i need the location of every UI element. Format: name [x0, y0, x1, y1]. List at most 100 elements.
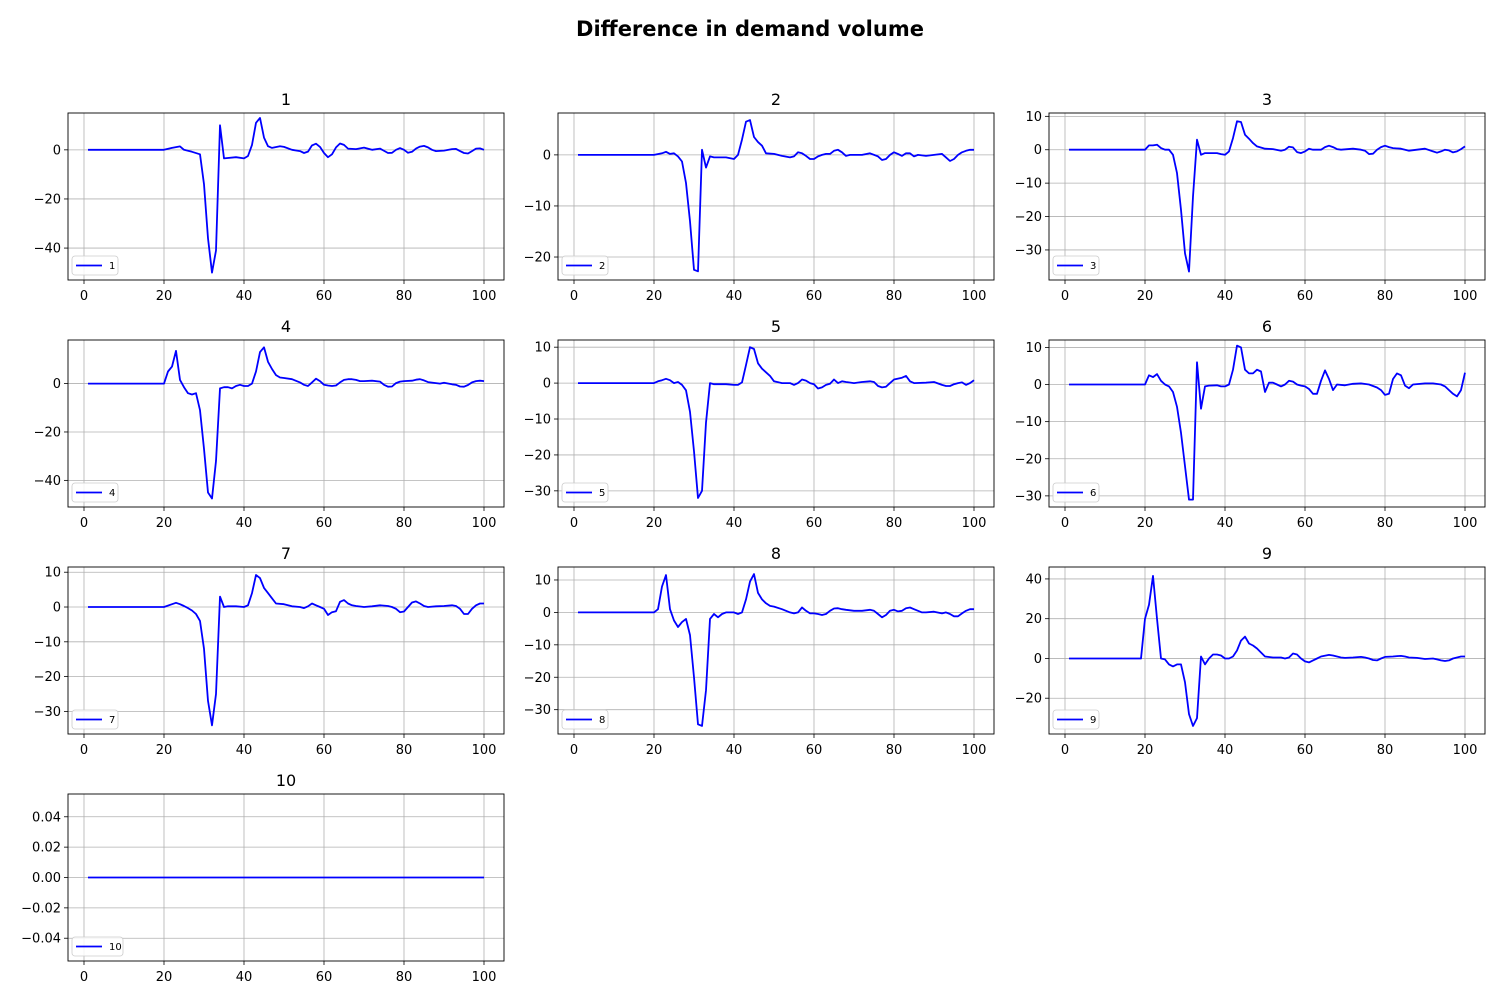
x-tick-label: 80	[396, 516, 413, 531]
x-tick-label: 0	[570, 516, 578, 531]
legend-label: 6	[1090, 488, 1096, 499]
x-tick-label: 80	[396, 743, 413, 758]
legend: 10	[71, 936, 124, 957]
y-tick-label: −20	[34, 670, 61, 685]
axes-frame	[67, 339, 505, 508]
y-tick-label: 10	[1025, 341, 1042, 356]
x-tick-label: 100	[1453, 743, 1478, 758]
legend-label: 3	[1090, 261, 1096, 272]
x-tick-label: 20	[646, 516, 663, 531]
y-tick-label: −20	[524, 251, 551, 266]
legend-label: 1	[109, 261, 115, 272]
x-tick-label: 40	[1217, 516, 1234, 531]
x-tick-label: 60	[316, 289, 333, 304]
y-tick-label: 0	[53, 601, 61, 616]
legend: 3	[1052, 255, 1100, 276]
x-tick-label: 0	[570, 743, 578, 758]
x-tick-label: 0	[80, 970, 88, 985]
subplot-title: 5	[771, 317, 781, 336]
series-line-6	[1069, 344, 1466, 501]
x-tick-label: 100	[1453, 516, 1478, 531]
y-tick-label: −0.04	[21, 932, 61, 947]
legend-label: 2	[599, 261, 605, 272]
y-tick-label: 0	[543, 606, 551, 621]
x-tick-label: 60	[806, 516, 823, 531]
subplot-4: 0 20 40 60 80 100 0 −20 −40 4 4	[34, 317, 505, 531]
legend: 8	[561, 709, 609, 730]
x-tick-label: 100	[472, 970, 497, 985]
x-tick-label: 20	[156, 516, 173, 531]
x-tick-label: 40	[236, 289, 253, 304]
x-tick-label: 80	[886, 516, 903, 531]
y-tick-label: 0	[53, 143, 61, 158]
x-tick-label: 60	[806, 743, 823, 758]
x-tick-label: 80	[1377, 743, 1394, 758]
x-tick-label: 60	[316, 516, 333, 531]
x-tick-label: 40	[1217, 289, 1234, 304]
series-line-3	[1069, 120, 1466, 273]
series-line-9	[1069, 575, 1465, 727]
legend-label: 10	[109, 942, 122, 953]
x-tick-label: 60	[1297, 516, 1314, 531]
series-line-4	[88, 346, 485, 500]
y-tick-label: −20	[34, 425, 61, 440]
y-tick-label: 10	[1025, 110, 1042, 125]
subplot-title: 10	[276, 771, 296, 790]
y-tick-label: −30	[1015, 243, 1042, 258]
y-tick-label: 0.02	[32, 841, 61, 856]
x-tick-label: 80	[396, 970, 413, 985]
subplot-title: 3	[1262, 90, 1272, 109]
series-line-7	[88, 574, 484, 727]
series-line-5	[578, 346, 975, 499]
axes-frame	[67, 112, 505, 281]
y-tick-label: 0.00	[32, 871, 61, 886]
legend: 7	[71, 709, 119, 730]
subplot-1: 0 20 40 60 80 100 0 −20 −40 1 1	[34, 90, 505, 304]
y-tick-label: 0	[543, 377, 551, 392]
y-tick-label: −40	[34, 474, 61, 489]
y-tick-label: 10	[44, 566, 61, 581]
y-tick-label: −0.02	[21, 901, 61, 916]
x-tick-label: 60	[1297, 289, 1314, 304]
legend: 6	[1052, 482, 1100, 503]
legend: 1	[71, 255, 119, 276]
y-tick-label: 0	[1034, 652, 1042, 667]
x-tick-label: 0	[1061, 516, 1069, 531]
axes-frame	[1048, 112, 1486, 281]
x-tick-label: 100	[1453, 289, 1478, 304]
legend: 2	[561, 255, 609, 276]
x-tick-label: 60	[316, 743, 333, 758]
y-tick-label: 0.04	[32, 810, 61, 825]
x-tick-label: 100	[472, 516, 497, 531]
x-tick-label: 80	[1377, 516, 1394, 531]
x-tick-label: 100	[962, 743, 987, 758]
y-tick-label: −10	[34, 635, 61, 650]
y-tick-label: −20	[524, 448, 551, 463]
x-tick-label: 40	[236, 970, 253, 985]
subplot-title: 7	[281, 544, 291, 563]
legend-label: 4	[109, 488, 115, 499]
y-tick-label: −10	[524, 199, 551, 214]
series-line-1	[88, 117, 485, 274]
x-tick-label: 40	[1217, 743, 1234, 758]
x-tick-label: 80	[1377, 289, 1394, 304]
x-tick-label: 60	[1297, 743, 1314, 758]
x-tick-label: 20	[1137, 516, 1154, 531]
subplot-9: 0 20 40 60 80 100 40 20 0 −20 9 9	[1015, 544, 1486, 758]
x-tick-label: 0	[570, 289, 578, 304]
y-tick-label: 40	[1025, 572, 1042, 587]
x-tick-label: 20	[646, 289, 663, 304]
x-tick-label: 40	[726, 289, 743, 304]
subplot-2: 0 20 40 60 80 100 0 −10 −20 2 2	[524, 90, 995, 304]
x-tick-label: 80	[396, 289, 413, 304]
x-tick-label: 80	[886, 289, 903, 304]
x-tick-label: 0	[1061, 743, 1069, 758]
x-tick-label: 100	[472, 743, 497, 758]
x-tick-label: 100	[962, 516, 987, 531]
x-tick-label: 40	[236, 516, 253, 531]
subplot-title: 2	[771, 90, 781, 109]
